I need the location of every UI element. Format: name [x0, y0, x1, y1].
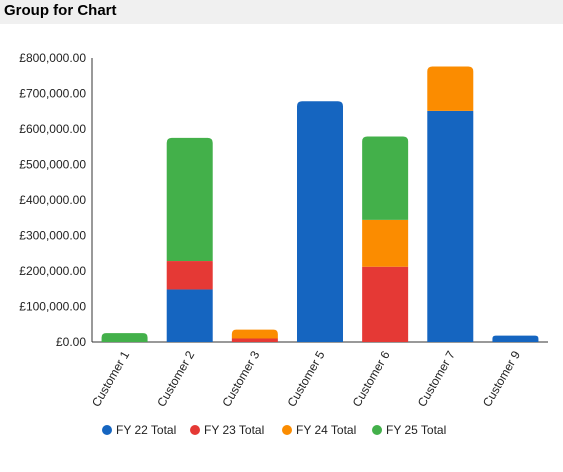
x-tick-label: Customer 3	[219, 348, 262, 409]
legend-swatch[interactable]	[372, 425, 382, 435]
x-tick-label: Customer 6	[350, 348, 393, 409]
y-tick-label: £800,000.00	[19, 51, 86, 65]
x-tick-label: Customer 5	[284, 348, 327, 409]
y-tick-label: £200,000.00	[19, 264, 86, 278]
legend-swatch[interactable]	[102, 425, 112, 435]
bar-segment[interactable]	[362, 266, 409, 342]
legend-label[interactable]: FY 22 Total	[116, 423, 176, 437]
legend-label[interactable]: FY 25 Total	[386, 423, 446, 437]
bars	[101, 66, 539, 343]
bar-segment[interactable]	[166, 289, 213, 342]
chart-header: Group for Chart	[0, 0, 563, 24]
y-tick-label: £500,000.00	[19, 158, 86, 172]
bar-segment[interactable]	[166, 137, 213, 262]
bar-segment[interactable]	[427, 110, 474, 343]
legend-swatch[interactable]	[190, 425, 200, 435]
y-tick-labels: £0.00 £100,000.00 £200,000.00 £300,000.00 £4…	[19, 51, 86, 349]
chart-group-title: Group for Chart	[4, 2, 117, 19]
y-tick-label: £400,000.00	[19, 193, 86, 207]
x-tick-label: Customer 7	[415, 348, 458, 409]
bar-segment[interactable]	[492, 335, 539, 342]
bar-segment[interactable]	[362, 219, 409, 267]
y-tick-label: £600,000.00	[19, 122, 86, 136]
y-tick-label: £300,000.00	[19, 229, 86, 243]
bar-segment[interactable]	[362, 136, 409, 220]
bar-segment[interactable]	[101, 333, 148, 342]
bar-segment[interactable]	[231, 338, 278, 342]
y-tick-label: £0.00	[56, 335, 86, 349]
bar-segment[interactable]	[297, 101, 343, 342]
x-tick-label: Customer 2	[154, 348, 197, 409]
legend-label[interactable]: FY 24 Total	[296, 423, 356, 437]
y-tick-label: £700,000.00	[19, 87, 86, 101]
bar-segment[interactable]	[231, 329, 278, 339]
bar-segment[interactable]	[166, 261, 213, 290]
legend-label[interactable]: FY 23 Total	[204, 423, 264, 437]
legend: FY 22 Total FY 23 Total FY 24 Total FY 25 T…	[102, 423, 446, 437]
x-tick-label: Customer 1	[89, 348, 132, 409]
y-tick-label: £100,000.00	[19, 300, 86, 314]
bar-segment[interactable]	[427, 66, 474, 111]
x-tick-labels: Customer 1 Customer 2 Customer 3 Customer 5…	[89, 348, 523, 409]
x-tick-label: Customer 9	[480, 348, 523, 409]
legend-swatch[interactable]	[282, 425, 292, 435]
